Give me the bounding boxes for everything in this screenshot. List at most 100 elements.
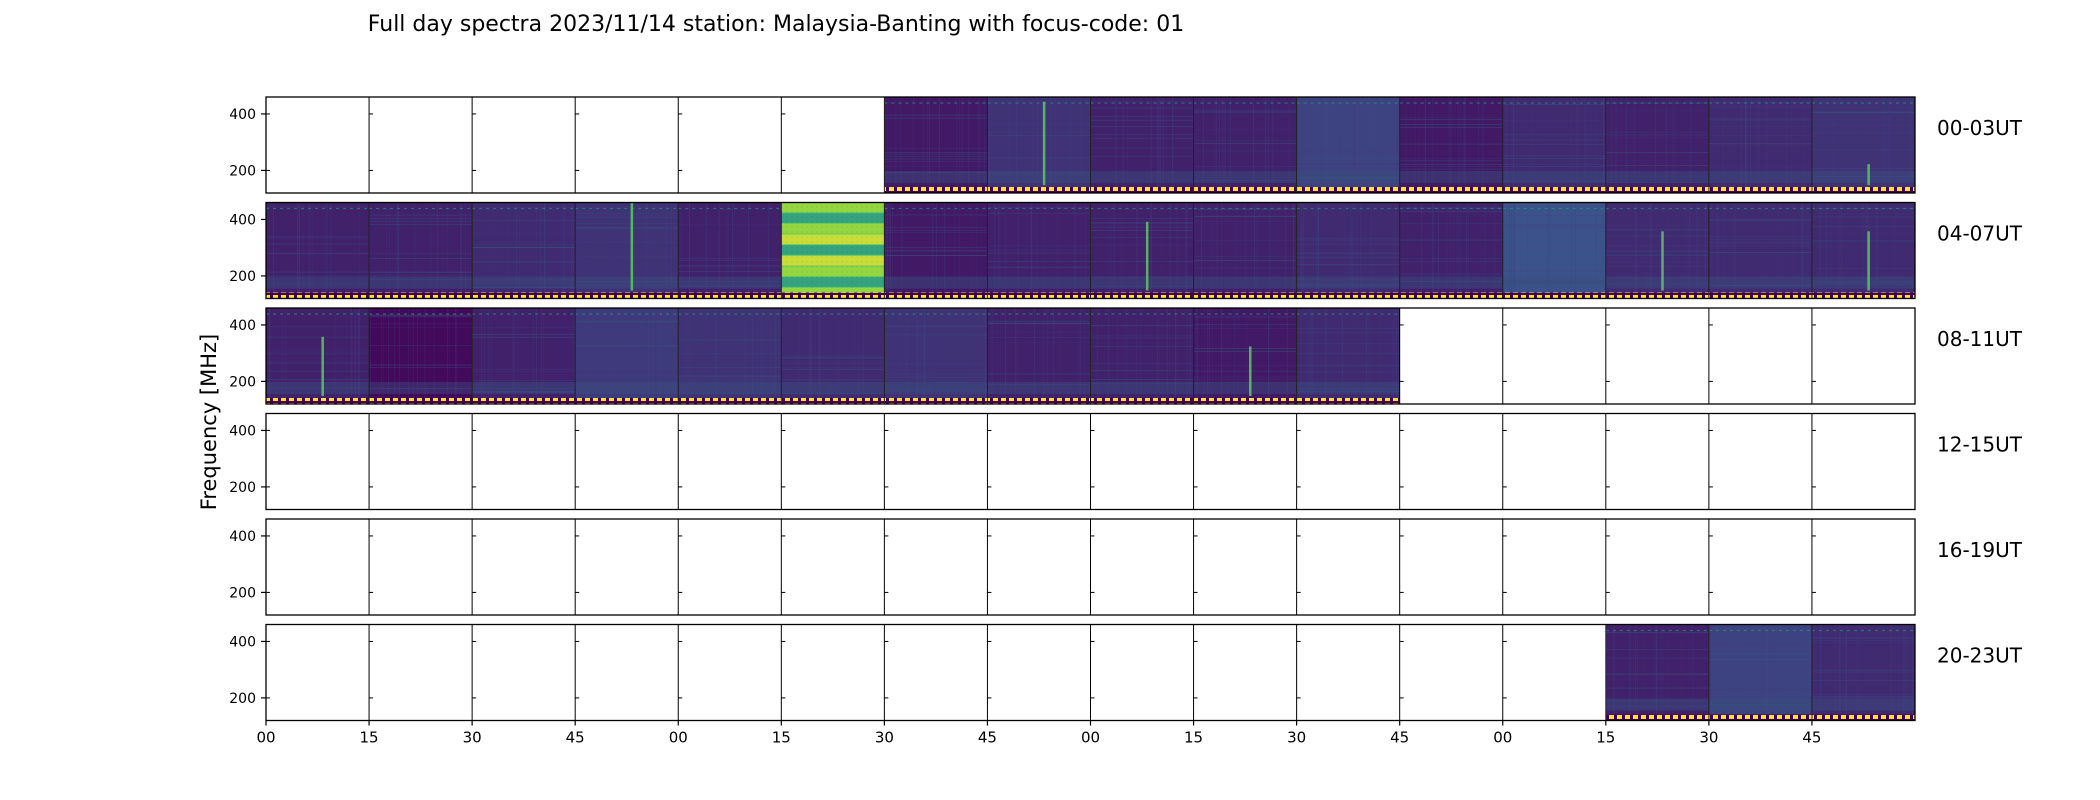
spectra-row: 200 400 16-19UT xyxy=(229,518,2023,616)
empty-panel xyxy=(1193,519,1297,615)
empty-panel xyxy=(1399,519,1503,615)
empty-panel xyxy=(1811,519,1915,615)
empty-panel xyxy=(1708,308,1812,404)
row-frame xyxy=(265,201,1916,300)
empty-panel xyxy=(677,624,782,721)
empty-panel xyxy=(1296,519,1400,615)
spectrum-panel xyxy=(1811,202,1915,299)
spectrum-panel xyxy=(780,308,885,404)
spectrum-panel xyxy=(780,202,885,299)
empty-panel xyxy=(780,97,885,193)
empty-panel xyxy=(574,624,679,721)
y-tick-label: 200 xyxy=(229,480,256,496)
empty-panel xyxy=(677,413,782,510)
empty-panel xyxy=(780,413,885,510)
spectrum-panel xyxy=(368,202,473,299)
empty-panel xyxy=(1502,624,1606,721)
empty-panel xyxy=(883,519,988,615)
spectrum-panel xyxy=(986,97,1091,193)
x-tick-label: 15 xyxy=(1184,729,1203,747)
spectrum-panel xyxy=(1193,308,1297,404)
spectrum-panel xyxy=(1708,624,1812,721)
empty-panel xyxy=(1296,413,1400,510)
empty-panel xyxy=(1193,624,1297,721)
empty-panel xyxy=(1811,308,1915,404)
empty-panel xyxy=(265,624,370,721)
y-axis-label: Frequency [MHz] xyxy=(197,334,221,510)
spectrum-panel xyxy=(1502,202,1606,299)
spectrum-panel xyxy=(1193,202,1297,299)
spectrum-panel xyxy=(265,308,370,404)
empty-panel xyxy=(1296,624,1400,721)
row-time-label: 12-15UT xyxy=(1937,433,2023,457)
empty-panel xyxy=(1502,519,1606,615)
y-tick-label: 400 xyxy=(229,107,256,123)
empty-panel xyxy=(883,413,988,510)
empty-panel xyxy=(1605,308,1709,404)
spectrum-panel xyxy=(265,202,370,299)
y-tick-label: 200 xyxy=(229,691,256,707)
spectrum-panel xyxy=(1605,202,1709,299)
spectrum-panel xyxy=(677,308,782,404)
spectrum-panel xyxy=(471,202,576,299)
y-tick-label: 400 xyxy=(229,529,256,545)
spectrum-panel xyxy=(986,308,1091,404)
x-tick-label: 00 xyxy=(1493,729,1512,747)
spectrum-panel xyxy=(1708,202,1812,299)
empty-panel xyxy=(1811,413,1915,510)
empty-panel xyxy=(1708,519,1812,615)
spectra-row: 200 400 00-03UT xyxy=(229,96,2023,194)
x-tick-label: 15 xyxy=(772,729,791,747)
empty-panel xyxy=(780,624,885,721)
x-tick-label: 30 xyxy=(1699,729,1718,747)
empty-panel xyxy=(1399,413,1503,510)
spectrum-panel xyxy=(677,202,782,299)
empty-panel xyxy=(1090,624,1194,721)
x-tick-label: 00 xyxy=(256,729,275,747)
empty-panel xyxy=(368,413,473,510)
empty-panel xyxy=(1399,308,1503,404)
x-tick-label: 00 xyxy=(1081,729,1100,747)
empty-panel xyxy=(574,519,679,615)
spectrum-panel xyxy=(883,308,988,404)
empty-panel xyxy=(1399,624,1503,721)
chart-title: Full day spectra 2023/11/14 station: Mal… xyxy=(368,12,1184,37)
row-time-label: 04-07UT xyxy=(1937,222,2023,246)
row-frame xyxy=(265,307,1916,405)
x-tick-label: 15 xyxy=(360,729,379,747)
empty-panel xyxy=(265,97,370,193)
spectrum-panel xyxy=(1399,202,1503,299)
x-tick-label: 45 xyxy=(978,729,997,747)
spectrum-panel xyxy=(1399,97,1503,193)
y-tick-label: 400 xyxy=(229,212,256,228)
x-tick-label: 45 xyxy=(566,729,585,747)
empty-panel xyxy=(986,519,1091,615)
spectrum-panel xyxy=(1090,202,1194,299)
spectrum-panel xyxy=(1296,202,1400,299)
y-tick-label: 200 xyxy=(229,585,256,601)
empty-panel xyxy=(1090,519,1194,615)
spectrum-panel xyxy=(883,97,988,193)
spectrum-panel xyxy=(1708,97,1812,193)
spectra-row: 200 400 20-23UT xyxy=(229,623,2023,722)
spectrum-panel xyxy=(1605,97,1709,193)
empty-panel xyxy=(986,413,1091,510)
empty-panel xyxy=(471,413,576,510)
spectrum-panel xyxy=(1193,97,1297,193)
row-time-label: 00-03UT xyxy=(1937,116,2023,140)
x-tick-label: 45 xyxy=(1390,729,1409,747)
spectrum-panel xyxy=(471,308,576,404)
spectrum-panel xyxy=(574,202,679,299)
empty-panel xyxy=(471,519,576,615)
spectrum-panel xyxy=(986,202,1091,299)
y-tick-label: 400 xyxy=(229,423,256,439)
empty-panel xyxy=(1502,413,1606,510)
empty-panel xyxy=(368,624,473,721)
spectra-row: 200 400 08-11UT xyxy=(229,307,2023,405)
row-frame xyxy=(265,518,1916,616)
empty-panel xyxy=(1605,519,1709,615)
empty-panel xyxy=(1502,308,1606,404)
spectrum-panel xyxy=(1811,624,1915,721)
